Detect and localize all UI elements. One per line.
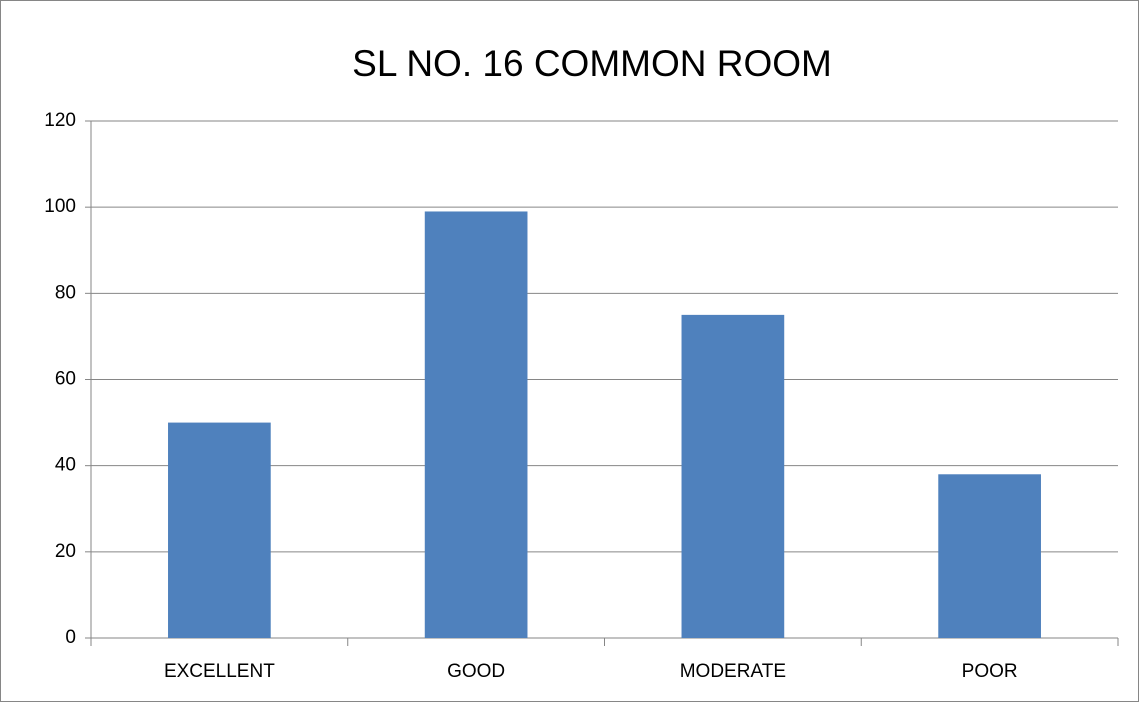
- x-tick-label: MODERATE: [680, 661, 786, 682]
- y-tick-label: 120: [44, 110, 76, 131]
- bar: [168, 422, 271, 638]
- y-tick-label: 100: [44, 196, 76, 217]
- y-tick-label: 0: [65, 627, 76, 648]
- bar: [938, 474, 1041, 638]
- x-tick-label: POOR: [962, 661, 1018, 682]
- y-tick-label: 20: [55, 541, 76, 562]
- y-tick-label: 60: [55, 369, 76, 390]
- bar: [681, 314, 785, 638]
- y-tick-label: 40: [55, 455, 76, 476]
- chart-title: SL NO. 16 COMMON ROOM: [352, 43, 832, 84]
- x-tick-label: EXCELLENT: [164, 661, 275, 682]
- x-tick-label: GOOD: [447, 661, 505, 682]
- y-tick-label: 80: [55, 282, 76, 303]
- bar: [424, 211, 528, 638]
